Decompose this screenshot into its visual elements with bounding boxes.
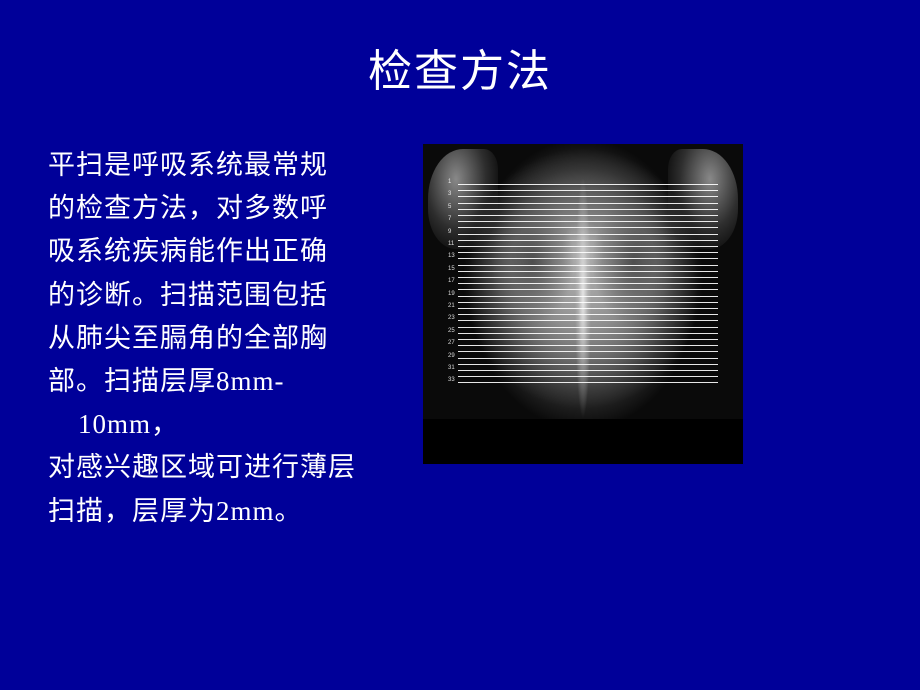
text-line: 部。扫描层厚8mm- bbox=[48, 360, 388, 403]
scan-line-label: 5 bbox=[448, 204, 451, 210]
scan-line bbox=[458, 277, 718, 278]
scan-line: 15 bbox=[458, 271, 718, 272]
scan-line: 21 bbox=[458, 308, 718, 309]
slide-title: 检查方法 bbox=[48, 35, 872, 99]
text-line: 10mm， bbox=[48, 403, 388, 446]
scan-line bbox=[458, 376, 718, 377]
scan-line bbox=[458, 252, 718, 253]
scan-line-label: 25 bbox=[448, 328, 455, 334]
image-bottom-band bbox=[423, 419, 743, 464]
scan-line bbox=[458, 289, 718, 290]
scan-line-label: 13 bbox=[448, 253, 455, 259]
scan-line-label: 21 bbox=[448, 303, 455, 309]
scan-line-label: 19 bbox=[448, 291, 455, 297]
scan-line bbox=[458, 302, 718, 303]
scan-line: 13 bbox=[458, 258, 718, 259]
scan-line bbox=[458, 364, 718, 365]
scan-line bbox=[458, 215, 718, 216]
text-line: 的检查方法，对多数呼 bbox=[48, 187, 388, 230]
scan-line: 29 bbox=[458, 358, 718, 359]
scan-line: 3 bbox=[458, 196, 718, 197]
text-line: 的诊断。扫描范围包括 bbox=[48, 274, 388, 317]
scan-line bbox=[458, 339, 718, 340]
scan-line-label: 7 bbox=[448, 216, 451, 222]
scan-line-label: 11 bbox=[448, 241, 454, 247]
scan-line bbox=[458, 314, 718, 315]
scan-line: 19 bbox=[458, 296, 718, 297]
scan-line: 1 bbox=[458, 184, 718, 185]
ct-scanogram-image: 13579111315171921232527293133 bbox=[423, 144, 743, 464]
scan-line-label: 15 bbox=[448, 266, 455, 272]
scan-line: 11 bbox=[458, 246, 718, 247]
scan-line: 5 bbox=[458, 209, 718, 210]
scan-line-label: 33 bbox=[448, 377, 455, 383]
text-line: 平扫是呼吸系统最常规 bbox=[48, 144, 388, 187]
scan-line bbox=[458, 265, 718, 266]
text-line: 吸系统疾病能作出正确 bbox=[48, 230, 388, 273]
scan-line bbox=[458, 327, 718, 328]
scan-line: 31 bbox=[458, 370, 718, 371]
scan-line bbox=[458, 351, 718, 352]
text-line: 从肺尖至膈角的全部胸 bbox=[48, 317, 388, 360]
image-block: 13579111315171921232527293133 bbox=[423, 144, 743, 533]
scan-line-label: 17 bbox=[448, 278, 455, 284]
text-line: 扫描，层厚为2mm。 bbox=[48, 490, 388, 533]
text-line: 对感兴趣区域可进行薄层 bbox=[48, 446, 388, 489]
scan-line bbox=[458, 240, 718, 241]
scan-line-label: 9 bbox=[448, 229, 451, 235]
scan-line-label: 31 bbox=[448, 365, 455, 371]
body-text-block: 平扫是呼吸系统最常规 的检查方法，对多数呼 吸系统疾病能作出正确 的诊断。扫描范… bbox=[48, 144, 388, 533]
slide-container: 检查方法 平扫是呼吸系统最常规 的检查方法，对多数呼 吸系统疾病能作出正确 的诊… bbox=[0, 0, 920, 690]
scan-line: 23 bbox=[458, 320, 718, 321]
scan-line: 7 bbox=[458, 221, 718, 222]
scan-line: 27 bbox=[458, 345, 718, 346]
scan-line-label: 23 bbox=[448, 315, 455, 321]
scan-line bbox=[458, 203, 718, 204]
scan-line-label: 1 bbox=[448, 179, 451, 185]
content-row: 平扫是呼吸系统最常规 的检查方法，对多数呼 吸系统疾病能作出正确 的诊断。扫描范… bbox=[48, 144, 872, 533]
scan-line-label: 29 bbox=[448, 353, 455, 359]
scan-line: 9 bbox=[458, 234, 718, 235]
scan-line bbox=[458, 227, 718, 228]
scan-line bbox=[458, 190, 718, 191]
scan-line: 17 bbox=[458, 283, 718, 284]
scan-line: 25 bbox=[458, 333, 718, 334]
scan-line-label: 27 bbox=[448, 340, 455, 346]
scan-line-label: 3 bbox=[448, 191, 451, 197]
scan-line: 33 bbox=[458, 382, 718, 383]
